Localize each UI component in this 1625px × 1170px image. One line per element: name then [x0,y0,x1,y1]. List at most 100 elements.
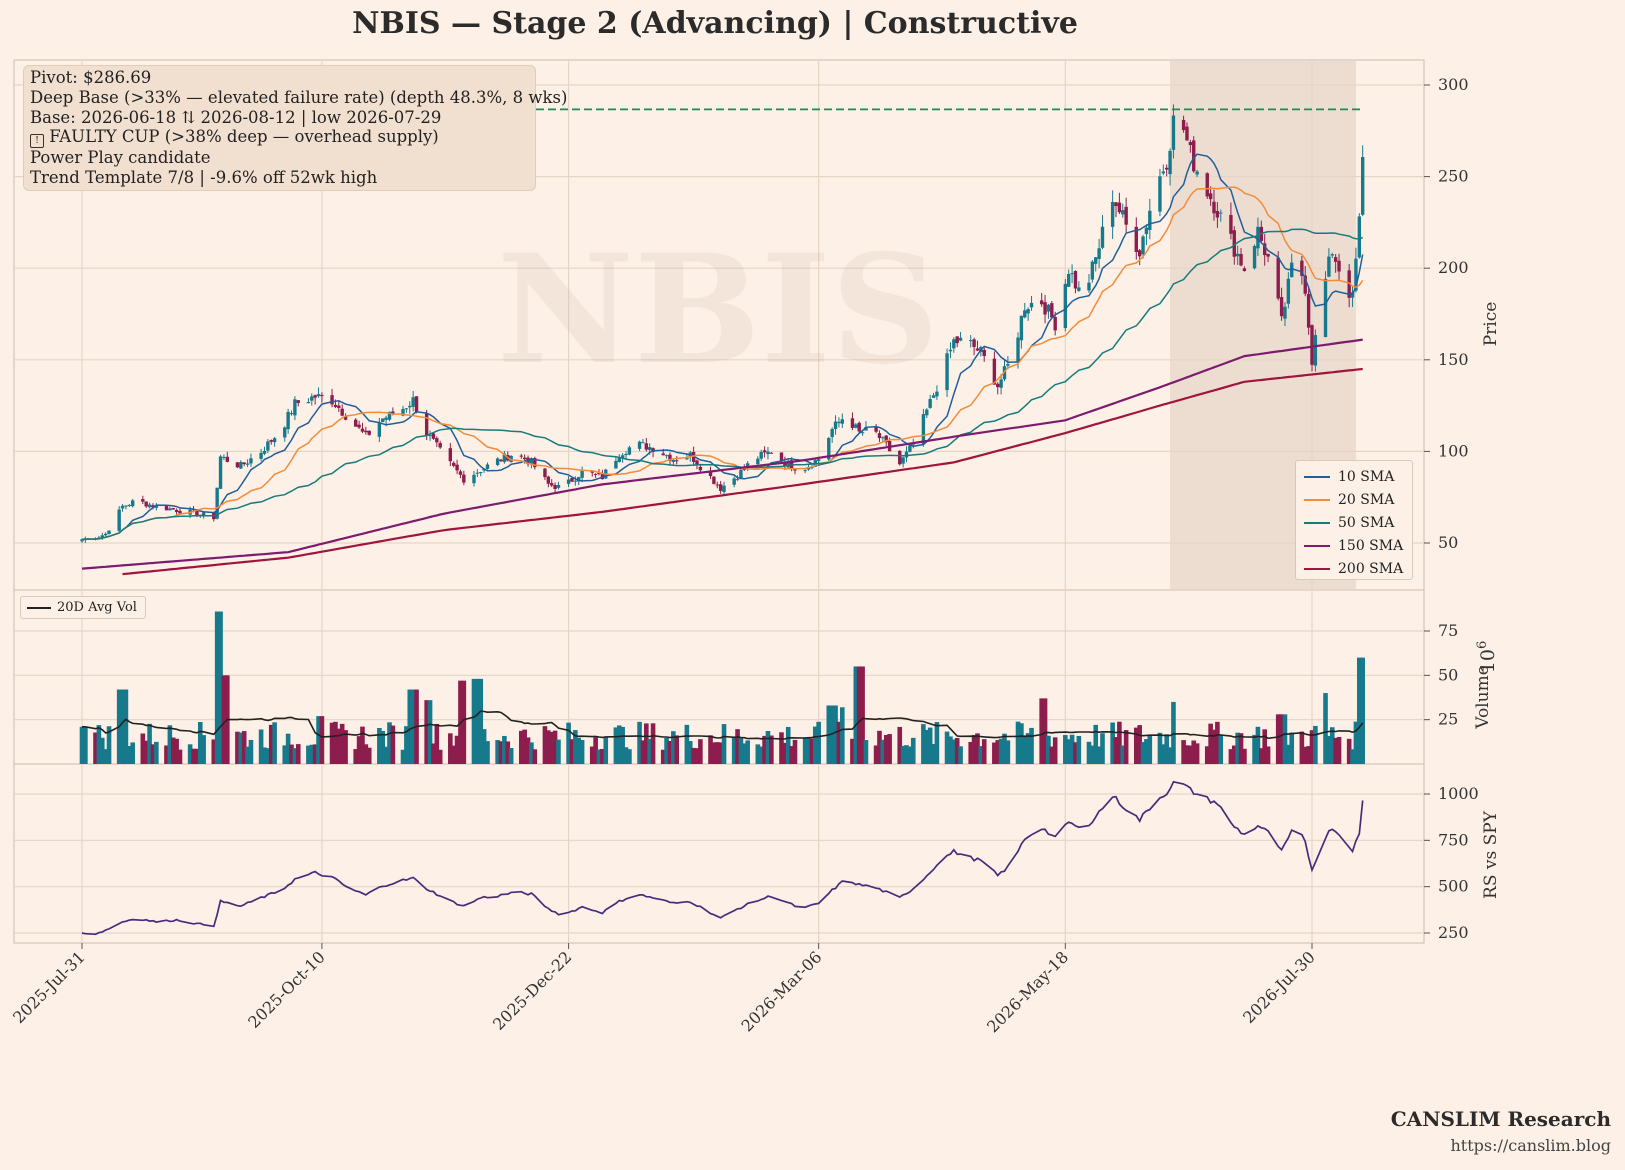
volume-bar [1100,733,1105,764]
volume-bar [1042,698,1048,764]
legend-swatch [1304,545,1330,548]
candle-body [164,505,169,511]
volume-bar [1242,748,1247,764]
candle-body [958,337,963,341]
volume-bar [1164,734,1169,764]
candle-body [479,472,483,474]
legend-label: 150 SMA [1338,538,1404,555]
candle-body [874,427,878,432]
volume-bar [877,730,882,764]
volume-bar [644,723,649,764]
volume-bar [579,739,585,764]
volume-bar [316,716,321,764]
volume-bar [187,744,193,764]
volume-bar [613,727,619,764]
volume-bar [809,738,815,764]
volume-bar [1157,732,1163,764]
candle-body [239,461,243,469]
candle-body [783,461,787,467]
candle-body [306,401,311,404]
volume-bar [600,748,605,764]
candle-body [1161,171,1166,174]
candle-body [485,464,490,469]
volume-bar [1052,737,1058,764]
volume-bar [978,746,984,764]
candle-body [1026,309,1030,314]
volume-bar [1161,744,1166,764]
volume-bar [1259,748,1264,764]
candle-body [249,458,253,464]
volume-bar [975,733,980,764]
volume-bar [214,611,220,764]
candle-body [830,429,834,438]
candle-body [661,453,665,456]
volume-bar [1137,725,1142,764]
candle-body [884,435,888,443]
volume-bar [147,723,152,764]
candle-body [1239,253,1243,266]
volume-bar [191,748,196,764]
volume-bar [573,730,578,764]
volume-bar [1049,746,1055,764]
candle-body [519,455,523,457]
volume-bar [758,746,764,764]
candle-body [391,411,395,415]
volume-bar [1218,734,1224,764]
candle-body [130,500,135,507]
candle-body [245,463,250,465]
volume-bar [1096,746,1102,764]
candle-body [600,473,605,480]
volume-tick-label: 75 [1438,621,1458,640]
candle-body [107,530,111,535]
candle-body [1357,216,1362,258]
candle-body [786,460,790,468]
candle-body [151,505,155,508]
candle-body [330,395,334,405]
volume-bar [248,739,254,764]
candle-body [762,450,767,453]
volume-bar [968,741,974,764]
volume-bar [1194,743,1200,764]
ticker-watermark: NBIS [497,222,939,398]
volume-bar [150,744,156,764]
candle-body [262,450,267,454]
volume-bar [336,728,342,764]
volume-bar [769,735,774,764]
candle-body [377,422,382,437]
volume-bar [620,726,625,764]
candle-body [577,477,581,482]
volume-bar [167,725,173,764]
price-tick-label: 250 [1438,167,1469,186]
volume-bar [779,732,784,764]
volume-bar [954,737,960,764]
candle-body [722,485,726,492]
candle-body [533,458,537,468]
candle-body [742,468,747,470]
rs-tick-label: 250 [1438,923,1469,942]
volume-bar [1350,749,1355,764]
volume-bar [1235,732,1240,764]
candle-body [543,468,547,478]
volume-bar [1313,725,1318,764]
volume-axis-label: Volume [1473,665,1493,730]
candle-body [549,483,554,486]
volume-bar [1184,745,1190,764]
volume-bar [471,678,477,764]
volume-bar [721,724,727,764]
candle-body [644,443,649,450]
candle-body [1195,171,1199,175]
volume-bar [1110,722,1115,764]
x-tick-label: 2026-Mar-06 [737,947,825,1035]
volume-bar [1019,723,1024,764]
candle-body [593,473,598,475]
candle-body [864,427,868,431]
power-play-text: Power Play candidate [30,148,211,168]
volume-bar [995,740,1001,764]
volume-bar [437,749,443,764]
candle-body [904,451,909,458]
volume-bar [285,733,291,764]
volume-bar [789,746,794,764]
candle-body [1242,268,1247,272]
volume-bar [407,689,413,764]
volume-bar [201,735,206,764]
